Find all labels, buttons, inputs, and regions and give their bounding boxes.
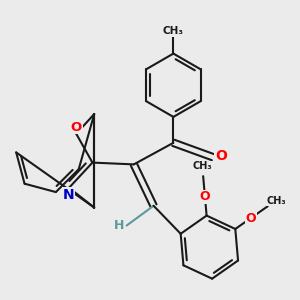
Text: CH₃: CH₃ xyxy=(266,196,286,206)
Text: CH₃: CH₃ xyxy=(193,161,212,171)
Text: O: O xyxy=(215,149,227,164)
Text: O: O xyxy=(245,212,256,225)
Text: H: H xyxy=(113,219,124,232)
Text: O: O xyxy=(200,190,210,203)
Text: N: N xyxy=(62,188,74,202)
Text: CH₃: CH₃ xyxy=(163,26,184,36)
Text: O: O xyxy=(70,121,82,134)
